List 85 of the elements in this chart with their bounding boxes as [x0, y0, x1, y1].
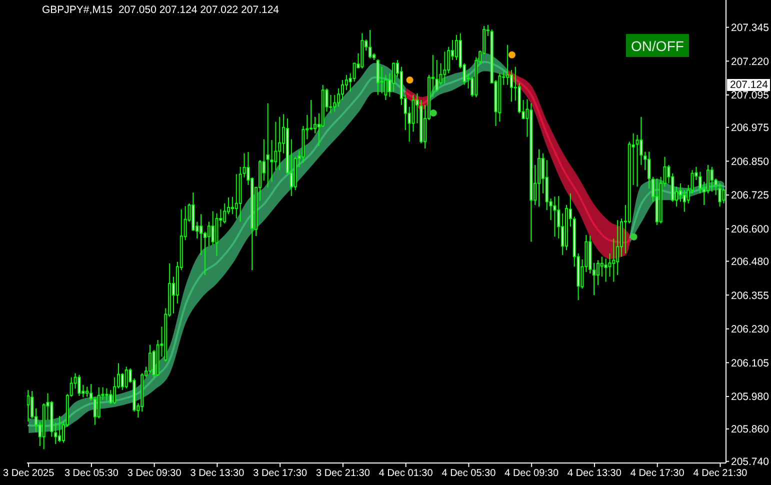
x-tick-label: 4 Dec 21:30 — [693, 468, 748, 480]
candlestick — [337, 88, 340, 108]
y-tick-label: 206.230 — [731, 324, 770, 336]
candlestick — [234, 174, 238, 220]
candlestick — [443, 51, 446, 84]
candlestick — [333, 94, 336, 112]
candlestick — [54, 422, 58, 445]
candlestick — [27, 389, 30, 422]
candlestick — [58, 415, 62, 442]
y-tick-label: 207.345 — [731, 22, 770, 34]
candlestick — [200, 214, 203, 256]
candlestick — [78, 374, 81, 396]
candlestick — [722, 188, 726, 204]
candlestick — [211, 210, 214, 246]
candlestick — [86, 386, 89, 398]
candlestick — [313, 116, 316, 134]
y-tick-label: 205.860 — [731, 424, 770, 436]
candlestick — [698, 171, 702, 194]
candlestick — [223, 202, 226, 224]
candlestick — [392, 62, 396, 92]
candlestick — [678, 182, 682, 202]
candlestick — [447, 46, 450, 74]
y-tick-label: 205.740 — [731, 456, 770, 468]
y-tick-label: 207.220 — [731, 56, 770, 68]
candlestick — [553, 196, 556, 238]
candlestick — [278, 116, 282, 171]
candlestick — [344, 74, 348, 91]
candlestick — [435, 60, 438, 92]
candlestick — [648, 151, 651, 189]
candlestick — [109, 389, 112, 405]
x-tick-label: 4 Dec 05:30 — [442, 468, 496, 480]
y-tick-label: 206.105 — [731, 357, 770, 370]
candlestick — [376, 58, 380, 96]
y-tick-label: 207.095 — [731, 90, 770, 102]
candlestick — [113, 376, 116, 405]
candlestick — [93, 396, 96, 426]
candlestick — [105, 388, 108, 402]
candlestick — [368, 30, 372, 59]
y-tick-label: 206.600 — [731, 224, 770, 236]
candlestick — [640, 116, 643, 166]
candlestick — [600, 256, 604, 278]
y-tick-label: 206.480 — [731, 256, 770, 268]
x-tick-label: 3 Dec 05:30 — [64, 468, 119, 480]
candlestick — [124, 366, 128, 389]
candlestick — [207, 221, 210, 247]
candlestick — [310, 100, 313, 131]
candlestick — [710, 166, 714, 192]
candlestick — [266, 102, 270, 188]
x-tick-label: 3 Dec 2025 — [2, 468, 55, 480]
candlestick — [270, 140, 274, 182]
candlestick — [718, 182, 722, 208]
y-tick-label: 205.980 — [731, 391, 770, 404]
x-tick-label: 3 Dec 09:30 — [127, 468, 182, 480]
y-tick-label: 206.975 — [731, 122, 770, 134]
candlestick — [706, 164, 710, 194]
y-tick-label: 206.355 — [731, 290, 770, 302]
candlestick — [596, 260, 600, 286]
candlestick — [97, 386, 100, 419]
x-tick-label: 3 Dec 17:30 — [253, 468, 308, 480]
candlestick — [636, 134, 639, 188]
candlestick — [230, 196, 234, 215]
candlestick — [341, 80, 344, 101]
candlestick — [682, 190, 686, 212]
candlestick — [416, 92, 419, 124]
x-tick-label: 4 Dec 01:30 — [378, 468, 434, 480]
x-tick-label: 4 Dec 13:30 — [568, 468, 622, 480]
chart-title: GBPJPY#,M15 207.050 207.124 207.022 207.124 — [42, 4, 280, 17]
price-tag: 207.124 — [727, 79, 770, 91]
x-tick-label: 4 Dec 17:30 — [630, 468, 685, 480]
x-tick-label: 4 Dec 09:30 — [504, 468, 559, 480]
point — [406, 76, 414, 84]
point — [508, 51, 516, 58]
candlestick — [612, 238, 616, 282]
x-tick-label: 3 Dec 13:30 — [190, 468, 245, 480]
candlestick — [616, 220, 620, 276]
point — [630, 233, 638, 240]
y-tick-label: 206.850 — [731, 156, 770, 168]
x-tick-label: 3 Dec 21:30 — [316, 468, 370, 480]
y-tick-label: 206.725 — [731, 190, 770, 202]
candlestick — [510, 70, 513, 102]
candlestick — [506, 44, 510, 86]
toggle-button: ON/OFF — [626, 34, 689, 57]
candlestick — [120, 372, 124, 390]
point — [430, 110, 437, 117]
candlestick — [148, 344, 152, 374]
